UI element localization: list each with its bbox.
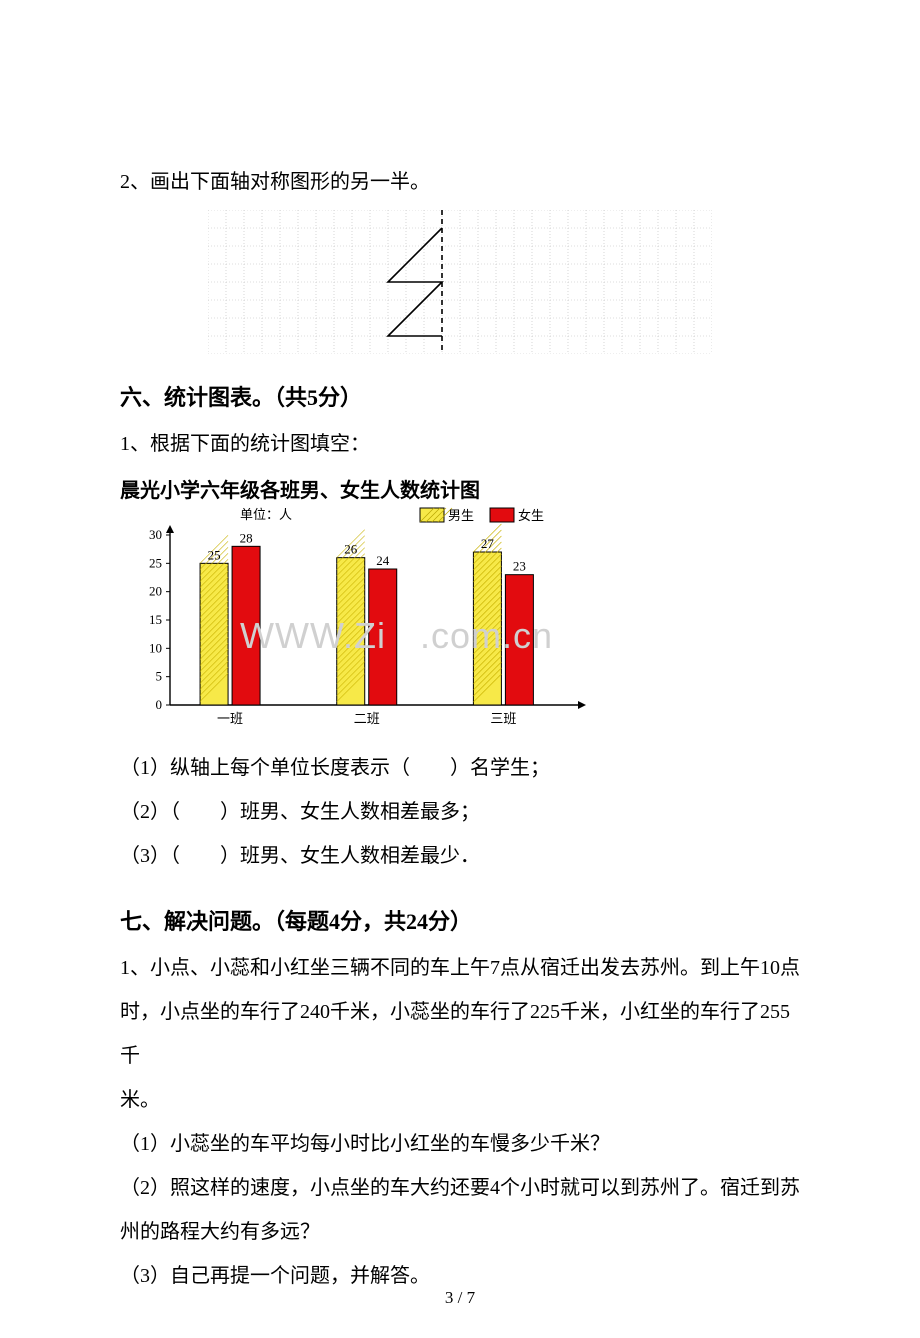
svg-text:25: 25 (149, 555, 162, 570)
svg-text:25: 25 (208, 547, 221, 562)
s6-item-1: （1）纵轴上每个单位长度表示（ ）名学生； (120, 746, 800, 790)
svg-text:三班: 三班 (490, 711, 516, 726)
page-number: 3 / 7 (0, 1288, 920, 1308)
s7-q1-p1: 1、小点、小蕊和小红坐三辆不同的车上午7点从宿迁出发去苏州。到上午10点 (120, 946, 800, 990)
svg-text:23: 23 (513, 559, 526, 574)
s7-q1-p3: 米。 (120, 1078, 800, 1122)
svg-text:一班: 一班 (217, 711, 243, 726)
section-7-title: 七、解决问题。（每题4分，共24分） (120, 904, 800, 936)
svg-text:单位：人: 单位：人 (240, 507, 292, 522)
chart-wrap: 单位：人男生女生0510152025302528一班2624二班2723三班 W… (120, 505, 600, 740)
svg-text:10: 10 (149, 640, 162, 655)
svg-text:5: 5 (156, 669, 163, 684)
svg-text:20: 20 (149, 584, 162, 599)
s7-q1-i2b: 州的路程大约有多远？ (120, 1210, 800, 1254)
chart-block: 晨光小学六年级各班男、女生人数统计图 单位：人 男生 女生 0 5 10 15 20 25 30 2… (120, 474, 800, 740)
q2-text: 2、画出下面轴对称图形的另一半。 (120, 160, 800, 204)
svg-text:27: 27 (481, 536, 495, 551)
bar-chart: 单位：人 男生 女生 0 5 10 15 20 25 30 25 28 一班 26 24 二班 27 23 三班 (120, 505, 600, 735)
svg-text:二班: 二班 (354, 711, 380, 726)
s7-q1-i2a: （2）照这样的速度，小点坐的车大约还要4个小时就可以到苏州了。宿迁到苏 (120, 1166, 800, 1210)
symmetry-grid (208, 210, 712, 354)
s6-item-3: （3）（ ）班男、女生人数相差最少． (120, 834, 800, 878)
s7-q1-p2: 时，小点坐的车行了240千米，小蕊坐的车行了225千米，小红坐的车行了255千 (120, 990, 800, 1078)
svg-text:男生: 男生 (448, 508, 474, 523)
chart-title: 晨光小学六年级各班男、女生人数统计图 (120, 474, 800, 503)
svg-text:26: 26 (344, 542, 358, 557)
svg-text:女生: 女生 (518, 508, 544, 523)
svg-text:30: 30 (149, 527, 162, 542)
svg-text:15: 15 (149, 612, 162, 627)
page: 2、画出下面轴对称图形的另一半。 六、统计图表。（共5分） 1、根据下面的统计图… (0, 0, 920, 1338)
s6-item-2: （2）（ ）班男、女生人数相差最多； (120, 790, 800, 834)
s7-q1-i1: （1）小蕊坐的车平均每小时比小红坐的车慢多少千米？ (120, 1122, 800, 1166)
section-6-title: 六、统计图表。（共5分） (120, 380, 800, 412)
s6-q1: 1、根据下面的统计图填空： (120, 422, 800, 466)
svg-text:28: 28 (240, 530, 253, 545)
svg-text:0: 0 (156, 697, 163, 712)
svg-text:24: 24 (376, 553, 390, 568)
